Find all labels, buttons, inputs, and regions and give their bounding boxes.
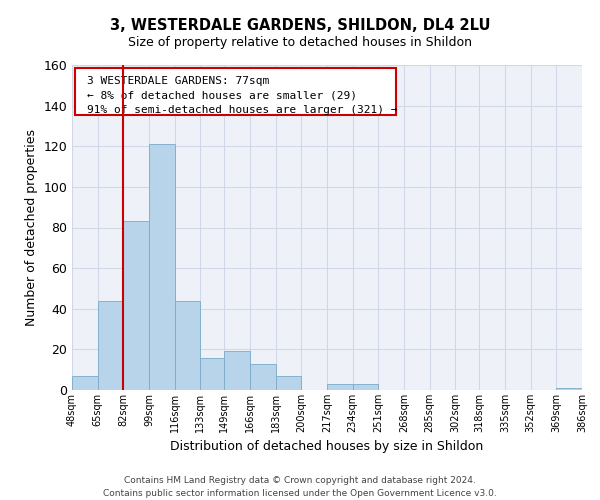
Y-axis label: Number of detached properties: Number of detached properties (25, 129, 38, 326)
Bar (98, 300, 124, 390)
Text: Contains HM Land Registry data © Crown copyright and database right 2024.
Contai: Contains HM Land Registry data © Crown c… (103, 476, 497, 498)
Bar (275, 376, 301, 390)
Bar (224, 352, 250, 390)
Bar (556, 388, 582, 390)
Bar (200, 358, 224, 390)
Bar (353, 384, 379, 390)
Bar (124, 222, 149, 390)
Bar (149, 144, 175, 390)
Text: Size of property relative to detached houses in Shildon: Size of property relative to detached ho… (128, 36, 472, 49)
Text: 3 WESTERDALE GARDENS: 77sqm: 3 WESTERDALE GARDENS: 77sqm (88, 76, 269, 86)
Bar (327, 384, 353, 390)
Text: 91% of semi-detached houses are larger (321) →: 91% of semi-detached houses are larger (… (88, 105, 398, 115)
Bar (175, 300, 200, 390)
Text: ← 8% of detached houses are smaller (29): ← 8% of detached houses are smaller (29) (88, 90, 358, 101)
Bar (250, 364, 275, 390)
FancyBboxPatch shape (74, 68, 396, 116)
Text: 3, WESTERDALE GARDENS, SHILDON, DL4 2LU: 3, WESTERDALE GARDENS, SHILDON, DL4 2LU (110, 18, 490, 32)
X-axis label: Distribution of detached houses by size in Shildon: Distribution of detached houses by size … (170, 440, 484, 454)
Bar (72, 376, 98, 390)
